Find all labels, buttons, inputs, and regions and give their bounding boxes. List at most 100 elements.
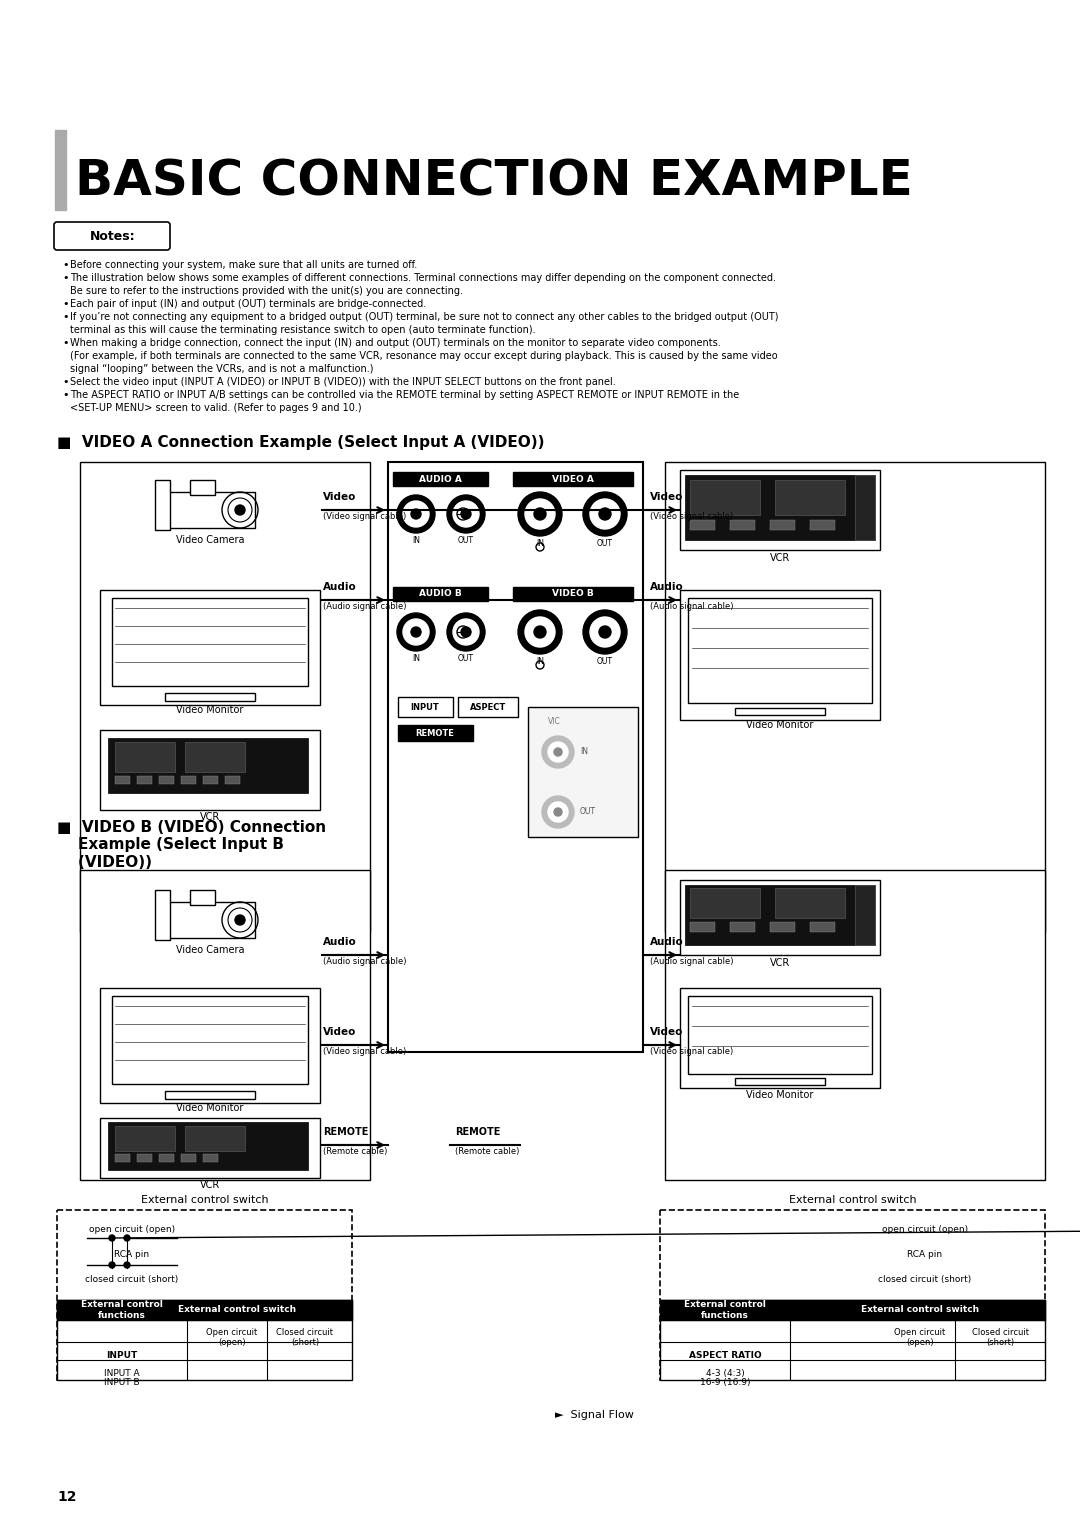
Text: Video: Video	[323, 491, 356, 502]
Bar	[513, 472, 633, 485]
Bar	[660, 1300, 1045, 1379]
Circle shape	[235, 505, 245, 514]
Text: Open circuit
(open): Open circuit (open)	[206, 1327, 258, 1347]
Text: IN: IN	[536, 539, 544, 548]
Bar	[685, 475, 875, 540]
Text: VCR: VCR	[200, 1180, 220, 1190]
Text: VCR: VCR	[200, 811, 220, 822]
Text: VCR: VCR	[770, 553, 791, 563]
Text: Video Monitor: Video Monitor	[746, 1090, 813, 1099]
Circle shape	[525, 499, 555, 530]
Circle shape	[548, 802, 568, 822]
Text: (Audio signal cable): (Audio signal cable)	[323, 602, 406, 611]
Bar	[770, 922, 795, 932]
Bar	[114, 776, 130, 784]
Bar	[203, 1154, 218, 1162]
Bar	[137, 1154, 152, 1162]
Circle shape	[583, 609, 627, 654]
Bar	[159, 1154, 174, 1162]
Bar	[690, 481, 760, 514]
Text: REMOTE: REMOTE	[455, 1127, 500, 1138]
Bar	[660, 1300, 1045, 1320]
Text: (Video signal cable): (Video signal cable)	[650, 511, 733, 521]
Bar	[165, 902, 255, 939]
Text: signal “looping” between the VCRs, and is not a malfunction.): signal “looping” between the VCRs, and i…	[70, 364, 374, 374]
Text: INPUT B: INPUT B	[104, 1378, 139, 1387]
Circle shape	[542, 796, 573, 828]
Text: •: •	[62, 312, 68, 322]
Text: Audio: Audio	[323, 582, 356, 592]
Text: Audio: Audio	[650, 582, 684, 592]
Circle shape	[554, 749, 562, 756]
Text: ASPECT: ASPECT	[470, 703, 507, 712]
Text: VCR: VCR	[770, 958, 791, 968]
Text: Before connecting your system, make sure that all units are turned off.: Before connecting your system, make sure…	[70, 260, 417, 269]
Bar	[185, 743, 245, 772]
Text: When making a bridge connection, connect the input (IN) and output (OUT) termina: When making a bridge connection, connect…	[70, 338, 720, 348]
Circle shape	[599, 626, 611, 638]
Text: REMOTE: REMOTE	[416, 729, 455, 738]
Text: (Audio signal cable): (Audio signal cable)	[650, 602, 733, 611]
Bar	[690, 521, 715, 530]
Text: (Audio signal cable): (Audio signal cable)	[650, 957, 733, 966]
Bar	[735, 707, 825, 715]
Text: AUDIO A: AUDIO A	[419, 475, 461, 484]
Bar	[665, 870, 1045, 1180]
Text: OUT: OUT	[458, 654, 474, 663]
Bar	[393, 586, 488, 602]
Circle shape	[583, 491, 627, 536]
Text: External control
functions: External control functions	[684, 1300, 766, 1320]
Text: The ASPECT RATIO or INPUT A/B settings can be controlled via the REMOTE terminal: The ASPECT RATIO or INPUT A/B settings c…	[70, 390, 739, 400]
Circle shape	[109, 1236, 114, 1242]
Bar	[685, 885, 875, 945]
Text: •: •	[62, 260, 68, 269]
Text: ■  VIDEO B (VIDEO) Connection
    Example (Select Input B
    (VIDEO)): ■ VIDEO B (VIDEO) Connection Example (Se…	[57, 821, 326, 870]
Text: Be sure to refer to the instructions provided with the unit(s) you are connectin: Be sure to refer to the instructions pro…	[70, 286, 463, 295]
Circle shape	[411, 508, 421, 519]
Text: INPUT: INPUT	[410, 703, 440, 712]
Circle shape	[518, 491, 562, 536]
Text: OUT: OUT	[458, 536, 474, 545]
Circle shape	[542, 736, 573, 769]
Text: OUT: OUT	[597, 657, 613, 666]
Text: Audio: Audio	[650, 937, 684, 948]
Bar	[393, 472, 488, 485]
Text: (Video signal cable): (Video signal cable)	[323, 511, 406, 521]
Bar	[190, 481, 215, 495]
Text: IN: IN	[411, 654, 420, 663]
Bar	[730, 922, 755, 932]
Bar	[57, 1300, 352, 1320]
Text: IN: IN	[580, 747, 588, 756]
Bar	[165, 694, 255, 701]
Text: terminal as this will cause the terminating resistance switch to open (auto term: terminal as this will cause the terminat…	[70, 325, 536, 335]
Bar	[810, 521, 835, 530]
Bar	[388, 462, 643, 1052]
Bar	[108, 1122, 308, 1170]
Bar	[181, 1154, 195, 1162]
Text: closed circuit (short): closed circuit (short)	[85, 1275, 178, 1285]
Text: Select the video input (INPUT A (VIDEO) or INPUT B (VIDEO)) with the INPUT SELEC: Select the video input (INPUT A (VIDEO) …	[70, 377, 616, 387]
Text: Video: Video	[323, 1027, 356, 1036]
Circle shape	[525, 617, 555, 648]
Bar	[680, 880, 880, 955]
Text: 12: 12	[57, 1490, 77, 1503]
Text: <SET-UP MENU> screen to valid. (Refer to pages 9 and 10.): <SET-UP MENU> screen to valid. (Refer to…	[70, 403, 362, 413]
Text: (Remote cable): (Remote cable)	[455, 1147, 519, 1156]
Bar	[855, 475, 875, 540]
Bar	[775, 888, 845, 919]
Text: Open circuit
(open): Open circuit (open)	[894, 1327, 946, 1347]
Text: open circuit (open): open circuit (open)	[89, 1225, 175, 1234]
Text: Video Camera: Video Camera	[176, 534, 244, 545]
Circle shape	[397, 495, 435, 533]
Circle shape	[548, 743, 568, 762]
Text: ►  Signal Flow: ► Signal Flow	[555, 1410, 634, 1419]
Circle shape	[461, 508, 471, 519]
Text: RCA pin: RCA pin	[907, 1249, 943, 1258]
Bar	[57, 1300, 352, 1379]
Text: Video Monitor: Video Monitor	[746, 720, 813, 730]
Text: (Video signal cable): (Video signal cable)	[323, 1047, 406, 1056]
Bar	[185, 1125, 245, 1151]
Bar	[108, 738, 308, 793]
Bar	[100, 1118, 320, 1177]
Bar	[688, 997, 872, 1075]
